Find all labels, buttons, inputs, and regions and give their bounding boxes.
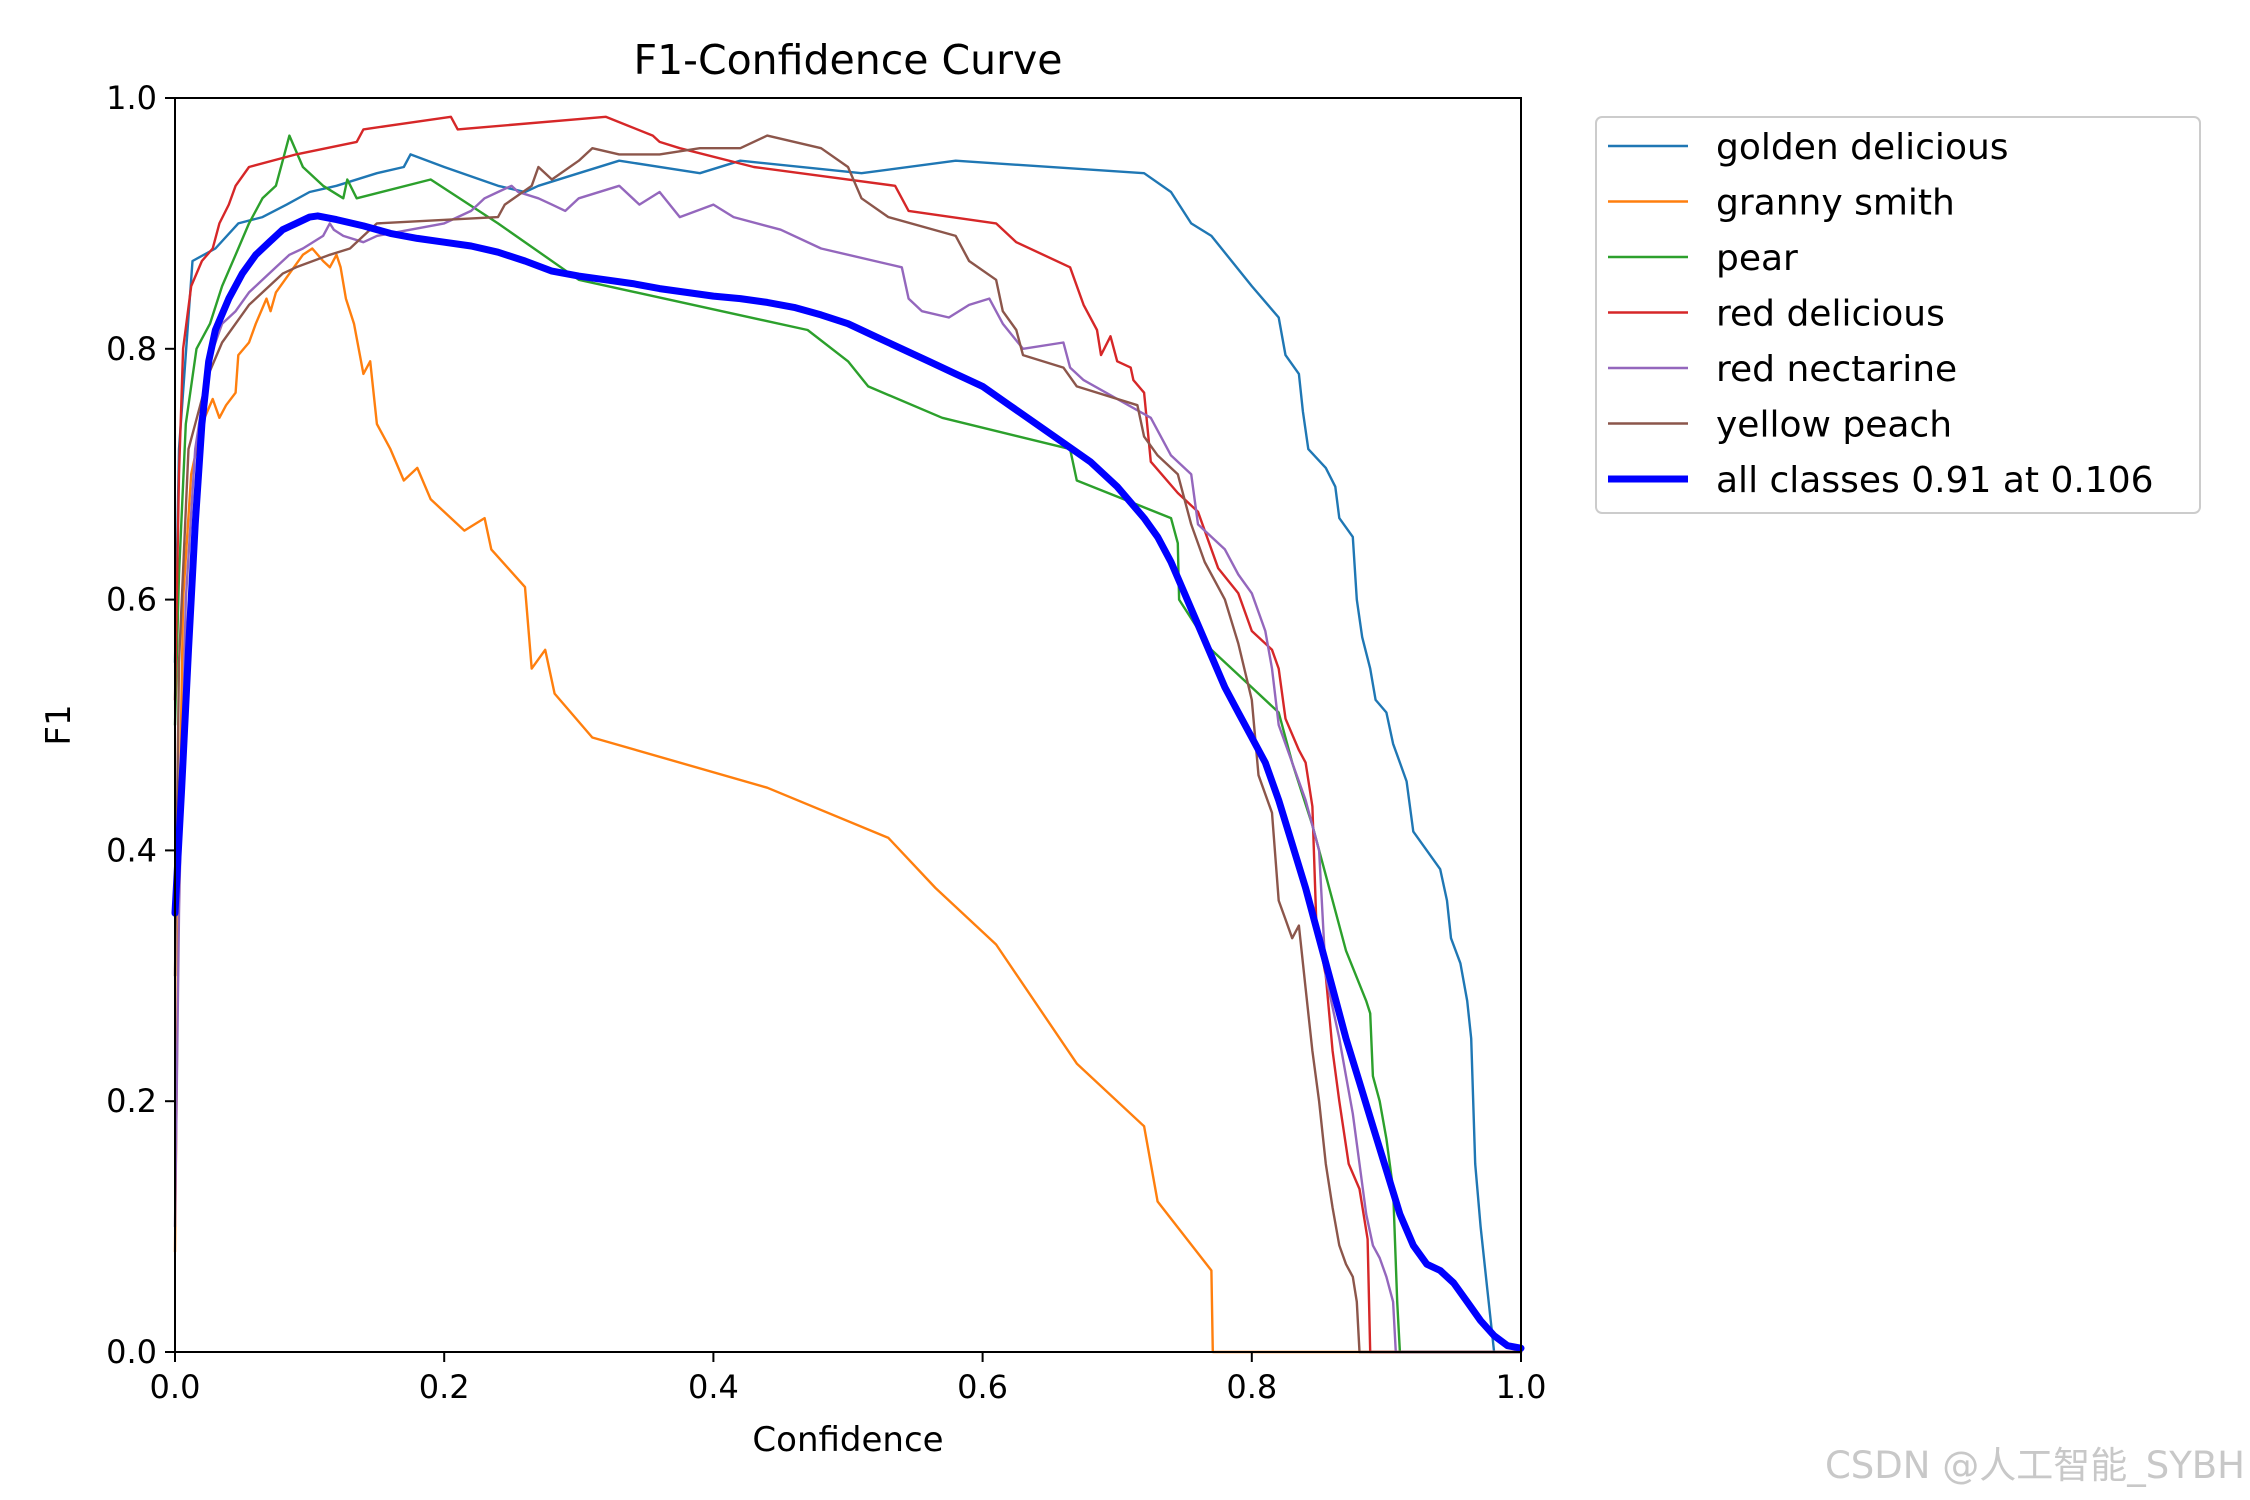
x-tick-label: 0.2	[419, 1368, 470, 1406]
series-line-granny-smith	[173, 247, 1523, 1354]
y-tick-label: 0.6	[106, 581, 157, 619]
legend-label: pear	[1716, 238, 1798, 279]
y-axis-label: F1	[39, 704, 79, 745]
legend-label: yellow peach	[1716, 405, 1952, 446]
series-line-golden-delicious	[173, 153, 1523, 1354]
x-tick-label: 0.6	[957, 1368, 1008, 1406]
y-tick-label: 1.0	[106, 79, 157, 117]
watermark-text: CSDN @人工智能_SYBH	[1825, 1444, 2245, 1487]
legend-label: golden delicious	[1716, 127, 2009, 168]
series-line-all-classes-0-91-at-0-106	[171, 212, 1525, 1352]
x-tick-label: 0.8	[1226, 1368, 1277, 1406]
legend-label: red delicious	[1716, 294, 1945, 335]
series-line-red-delicious	[173, 115, 1523, 1354]
legend-box	[1595, 116, 2201, 514]
x-tick-label: 0.0	[150, 1368, 201, 1406]
y-tick-label: 0.0	[106, 1333, 157, 1371]
x-tick-label: 0.4	[688, 1368, 739, 1406]
series-layer	[171, 115, 1525, 1354]
series-line-pear	[173, 134, 1523, 1354]
chart-title: F1-Confidence Curve	[634, 36, 1063, 84]
y-tick-label: 0.8	[106, 330, 157, 368]
plot-frame	[174, 97, 1522, 1353]
x-axis-label: Confidence	[752, 1420, 943, 1460]
legend-label: all classes 0.91 at 0.106	[1716, 460, 2154, 501]
legend-label: red nectarine	[1716, 349, 1957, 390]
series-line-yellow-peach	[173, 134, 1523, 1354]
x-tick-label: 1.0	[1496, 1368, 1547, 1406]
series-line-red-nectarine	[173, 184, 1523, 1354]
legend-label: granny smith	[1716, 183, 1955, 224]
y-tick-label: 0.2	[106, 1082, 157, 1120]
y-tick-label: 0.4	[106, 831, 157, 869]
legend: golden delicious granny smith pear red deli…	[1595, 116, 2201, 514]
y-axis: 0.0 0.2 0.4 0.6 0.8 1.0	[106, 79, 175, 1371]
x-axis: 0.0 0.2 0.4 0.6 0.8 1.0	[150, 1352, 1547, 1406]
